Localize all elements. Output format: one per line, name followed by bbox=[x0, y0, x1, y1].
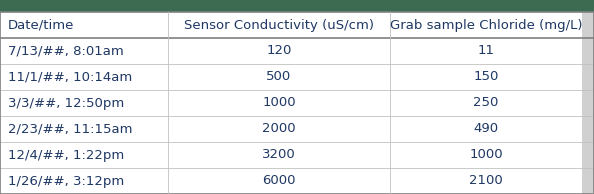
Bar bbox=[168, 142, 390, 168]
Bar bbox=[390, 116, 582, 142]
Bar bbox=[390, 142, 582, 168]
Bar bbox=[168, 90, 390, 116]
Bar bbox=[168, 168, 390, 194]
Text: 120: 120 bbox=[266, 44, 292, 57]
Text: Date/time: Date/time bbox=[8, 18, 74, 31]
Text: 12/4/##, 1:22pm: 12/4/##, 1:22pm bbox=[8, 148, 124, 161]
Text: 3200: 3200 bbox=[262, 148, 296, 161]
Bar bbox=[390, 64, 582, 90]
Bar bbox=[0, 38, 168, 64]
Bar bbox=[390, 90, 582, 116]
Bar bbox=[390, 38, 582, 64]
Bar bbox=[168, 116, 390, 142]
Bar bbox=[0, 64, 168, 90]
Text: 11: 11 bbox=[478, 44, 494, 57]
Text: 3/3/##, 12:50pm: 3/3/##, 12:50pm bbox=[8, 96, 124, 109]
Bar bbox=[168, 12, 390, 38]
Bar bbox=[0, 12, 168, 38]
Bar bbox=[0, 116, 168, 142]
Bar bbox=[0, 0, 594, 12]
Bar bbox=[168, 38, 390, 64]
Text: 490: 490 bbox=[473, 122, 498, 135]
Bar bbox=[0, 142, 168, 168]
Text: 500: 500 bbox=[266, 70, 292, 83]
Text: 2000: 2000 bbox=[262, 122, 296, 135]
Bar bbox=[168, 64, 390, 90]
Text: 2/23/##, 11:15am: 2/23/##, 11:15am bbox=[8, 122, 132, 135]
Text: Grab sample Chloride (mg/L): Grab sample Chloride (mg/L) bbox=[390, 18, 582, 31]
Text: 1/26/##, 3:12pm: 1/26/##, 3:12pm bbox=[8, 174, 124, 187]
Text: 250: 250 bbox=[473, 96, 499, 109]
Text: 2100: 2100 bbox=[469, 174, 503, 187]
Text: 1000: 1000 bbox=[469, 148, 503, 161]
Text: Sensor Conductivity (uS/cm): Sensor Conductivity (uS/cm) bbox=[184, 18, 374, 31]
Bar bbox=[0, 168, 168, 194]
Text: 7/13/##, 8:01am: 7/13/##, 8:01am bbox=[8, 44, 124, 57]
Text: 11/1/##, 10:14am: 11/1/##, 10:14am bbox=[8, 70, 132, 83]
Bar bbox=[0, 90, 168, 116]
Text: 150: 150 bbox=[473, 70, 499, 83]
Bar bbox=[390, 12, 582, 38]
Bar bbox=[390, 168, 582, 194]
Text: 1000: 1000 bbox=[262, 96, 296, 109]
Text: 6000: 6000 bbox=[262, 174, 296, 187]
